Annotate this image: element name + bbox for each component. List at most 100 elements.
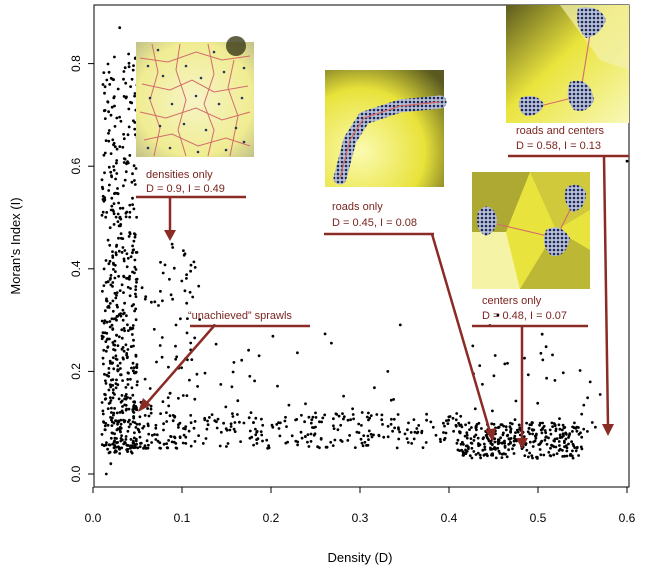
data-point <box>166 396 170 399</box>
data-point <box>213 419 217 423</box>
data-point <box>112 367 116 371</box>
data-point <box>561 449 564 452</box>
data-point <box>138 422 141 426</box>
data-point <box>160 355 164 359</box>
data-point <box>112 413 115 417</box>
data-point <box>575 429 579 433</box>
data-point <box>126 133 130 137</box>
data-point <box>135 280 138 284</box>
data-point <box>369 414 373 417</box>
data-point <box>506 361 509 365</box>
data-point <box>152 327 156 331</box>
data-point <box>123 178 127 182</box>
data-point <box>249 411 253 414</box>
data-point <box>102 109 106 113</box>
data-point <box>113 276 117 280</box>
x-tick-label: 0.5 <box>530 511 547 525</box>
inset-densities-map <box>136 36 254 157</box>
data-point <box>121 206 125 210</box>
data-point <box>580 447 584 451</box>
data-point <box>477 444 480 448</box>
data-point <box>625 159 629 163</box>
data-point <box>332 417 335 421</box>
annotation-roads-only: roads only D = 0.45, I = 0.08 <box>324 201 496 442</box>
data-point <box>100 213 104 217</box>
data-point <box>185 301 189 305</box>
data-point <box>509 430 512 434</box>
data-point <box>514 399 518 403</box>
data-point <box>133 309 137 313</box>
data-point <box>127 125 131 129</box>
data-point <box>182 433 186 437</box>
data-point <box>396 413 400 416</box>
data-point <box>180 366 184 370</box>
data-point <box>254 433 258 437</box>
data-point <box>104 139 108 143</box>
data-point <box>133 179 136 182</box>
data-point <box>204 437 208 440</box>
data-point <box>132 344 135 348</box>
data-point <box>121 237 125 241</box>
data-point <box>124 81 128 85</box>
data-point <box>219 383 223 386</box>
data-point <box>126 285 130 289</box>
data-point <box>458 431 462 435</box>
data-point <box>107 129 111 132</box>
data-point <box>184 435 188 439</box>
data-point <box>579 431 582 435</box>
data-point <box>195 372 199 376</box>
data-point <box>121 411 125 415</box>
data-point <box>135 442 139 446</box>
data-point <box>106 100 110 103</box>
data-point <box>122 442 126 446</box>
y-tick-label: 0.8 <box>69 55 83 72</box>
data-point <box>391 429 394 433</box>
data-point <box>163 263 167 267</box>
data-point <box>150 433 154 437</box>
data-point <box>119 400 123 404</box>
data-point <box>101 210 105 214</box>
data-point <box>294 439 298 443</box>
data-point <box>110 105 114 109</box>
data-point <box>192 260 196 264</box>
data-point <box>153 300 157 304</box>
data-point <box>575 446 579 450</box>
data-point <box>232 427 236 431</box>
data-point <box>128 274 132 278</box>
data-point <box>504 452 507 456</box>
y-tick-label: 0.0 <box>69 465 83 482</box>
data-point <box>473 407 477 411</box>
data-point <box>197 434 201 437</box>
data-point <box>127 235 131 238</box>
data-point <box>102 153 106 157</box>
data-point <box>134 353 138 357</box>
axes: 0.0 0.1 0.2 0.3 0.4 0.5 0.6 0.0 0.2 0.4 0.6 0.8 <box>69 55 636 525</box>
data-point <box>482 442 486 446</box>
data-point <box>531 456 534 460</box>
data-point <box>561 455 565 458</box>
data-point <box>110 378 113 382</box>
data-point <box>122 184 125 188</box>
data-point <box>555 452 559 455</box>
data-point <box>131 361 135 365</box>
data-point <box>192 426 196 430</box>
data-point <box>442 431 445 434</box>
data-point <box>108 243 112 247</box>
data-point <box>130 333 134 336</box>
data-point <box>106 447 109 451</box>
data-point <box>119 373 123 377</box>
data-point <box>580 435 584 439</box>
x-tick-label: 0.4 <box>441 511 458 525</box>
data-point <box>106 280 110 283</box>
data-point <box>130 386 134 390</box>
data-point <box>159 260 162 264</box>
data-point <box>110 196 114 200</box>
data-point <box>284 441 288 445</box>
data-point <box>582 427 586 431</box>
data-point <box>515 439 518 443</box>
data-point <box>306 433 310 436</box>
data-point <box>516 430 520 434</box>
data-point <box>531 432 534 436</box>
data-point <box>571 442 575 446</box>
data-point <box>115 245 118 248</box>
